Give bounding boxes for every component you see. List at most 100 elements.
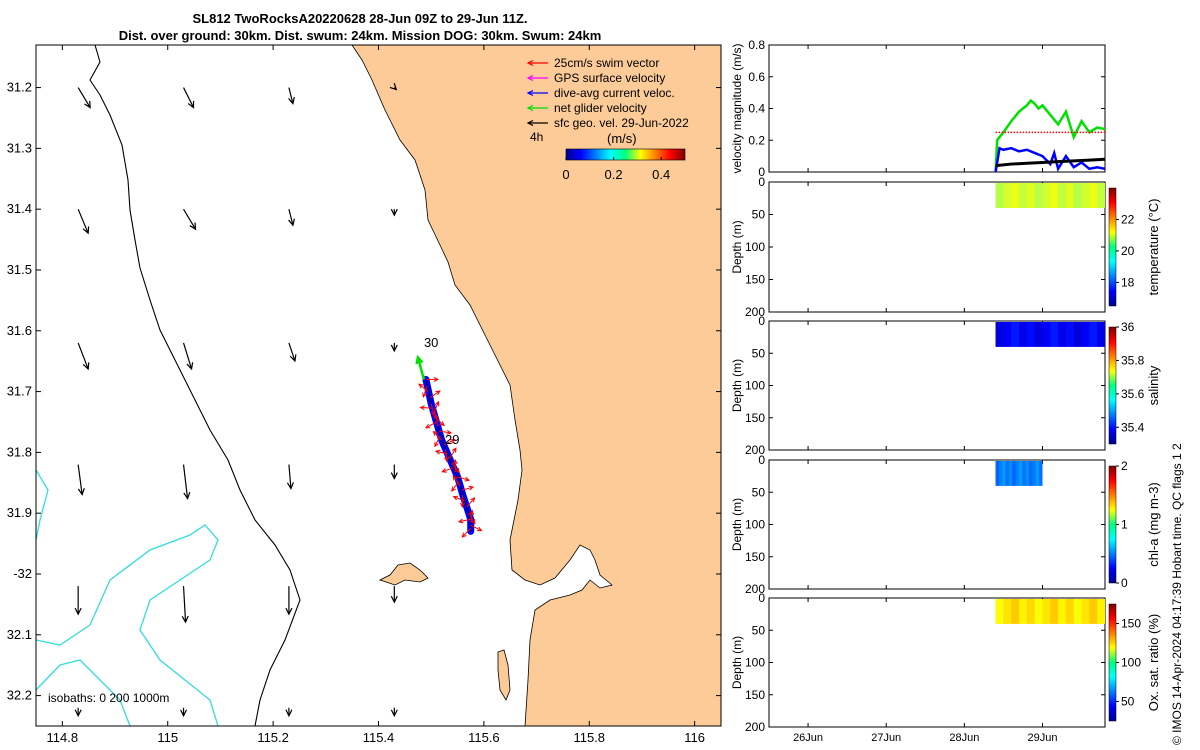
arrow-head bbox=[459, 502, 465, 509]
geo-vector bbox=[180, 707, 188, 718]
arrow-shaft bbox=[457, 476, 470, 481]
arrow-head bbox=[444, 456, 449, 463]
panel-colorbar-tick-label: 2 bbox=[1121, 459, 1128, 473]
swim-vector bbox=[418, 383, 429, 392]
profile-strip bbox=[1009, 461, 1013, 486]
arrow-shaft bbox=[430, 403, 435, 416]
panel-ytick-label: 200 bbox=[745, 305, 765, 319]
panel-frame bbox=[768, 459, 1106, 590]
swim-vector bbox=[470, 524, 483, 532]
profile-strip bbox=[995, 599, 1004, 624]
panel-ytick-label: 150 bbox=[745, 273, 765, 287]
profile-strip bbox=[1097, 322, 1105, 347]
speed-colorbar-tick-label: 0 bbox=[562, 167, 569, 182]
map-ytick-label: 31.4 bbox=[7, 201, 32, 216]
arrow-head bbox=[452, 495, 459, 501]
profile-strip bbox=[995, 183, 1004, 208]
profile-strip bbox=[1026, 183, 1035, 208]
panel-colorbar-tick-label: 50 bbox=[1121, 695, 1135, 709]
geo-vector bbox=[390, 586, 398, 604]
swim-vector bbox=[468, 512, 476, 525]
arrow-head bbox=[433, 413, 439, 420]
isobath-200m-c bbox=[36, 659, 131, 726]
arrow-shaft bbox=[77, 464, 83, 495]
panel-colorbar-tick-label: 35.4 bbox=[1121, 420, 1145, 434]
profile-strip bbox=[1029, 461, 1033, 486]
arrow-head bbox=[432, 430, 438, 436]
title-line-2: Dist. over ground: 30km. Dist. swum: 24k… bbox=[118, 28, 602, 43]
panel-2: 0 50 100 150 200 Depth (m) 18 20 22 temperature (… bbox=[730, 175, 1161, 319]
arrow-head bbox=[189, 222, 197, 231]
legend-arrow bbox=[526, 104, 548, 112]
panel-colorbar bbox=[1108, 465, 1117, 584]
profile-strip bbox=[1073, 322, 1082, 347]
arrow-shaft bbox=[449, 448, 457, 459]
panel-ylabel: Depth (m) bbox=[730, 359, 744, 412]
island-garden bbox=[497, 649, 511, 701]
isobath-1000m bbox=[89, 45, 301, 726]
legend-entry: net glider velocity bbox=[554, 101, 647, 115]
arrow-head bbox=[469, 509, 475, 515]
arrow-head bbox=[457, 518, 464, 524]
panel-ylabel: velocity magnitude (m/s) bbox=[730, 43, 744, 173]
legend-arrow bbox=[526, 74, 548, 82]
geo-vector bbox=[390, 464, 398, 480]
geo-velocity-vectors bbox=[74, 83, 398, 718]
arrow-shaft bbox=[288, 87, 294, 104]
arrow-shaft bbox=[183, 208, 197, 230]
panel-ytick-label: 0 bbox=[758, 591, 765, 605]
speed-colorbar-ticks: 0 0.2 0.4 bbox=[562, 157, 670, 182]
profile-strip bbox=[995, 322, 1004, 347]
panel-ytick-label: 0.4 bbox=[748, 102, 765, 116]
panel-ytick-label: 200 bbox=[745, 582, 765, 596]
profile-strip bbox=[1019, 599, 1027, 624]
arrow-head bbox=[82, 226, 90, 235]
arrow-head bbox=[418, 383, 424, 389]
profile-strip bbox=[1012, 461, 1016, 486]
panel-ytick-label: 100 bbox=[745, 240, 765, 254]
arrow-head bbox=[288, 218, 295, 227]
swim-vector bbox=[433, 413, 439, 427]
panel-ytick-label: 100 bbox=[745, 518, 765, 532]
speed-colorbar-tick-label: 0.4 bbox=[652, 167, 670, 182]
profile-strip bbox=[1032, 461, 1036, 486]
map-xtick-label: 114.8 bbox=[47, 730, 79, 745]
profile-strip bbox=[1097, 183, 1105, 208]
arrow-head bbox=[390, 709, 398, 718]
right-panels: 0 0.2 0.4 0.6 0.8 velocity magnitude (m/s) 0 50… bbox=[730, 38, 1161, 744]
panel-frame bbox=[768, 44, 1106, 173]
profile-strip bbox=[1081, 183, 1090, 208]
arrow-head bbox=[435, 390, 441, 396]
arrow-head bbox=[468, 485, 475, 491]
arrow-head bbox=[77, 488, 85, 496]
swim-vector bbox=[461, 485, 475, 491]
profile-strip bbox=[1065, 599, 1074, 624]
arrow-shaft bbox=[470, 510, 473, 523]
arrow-shaft bbox=[461, 528, 472, 538]
arrow-head bbox=[82, 362, 90, 371]
arrow-shaft bbox=[470, 524, 482, 532]
panel-colorbar-tick-label: 35.6 bbox=[1121, 387, 1145, 401]
geo-vector bbox=[288, 342, 297, 363]
legend-entry: sfc geo. vel. 29-Jun-2022 bbox=[554, 116, 689, 130]
arrow-head bbox=[526, 59, 534, 67]
profile-strip bbox=[1002, 461, 1006, 486]
arrow-head bbox=[288, 96, 295, 105]
geo-vector bbox=[389, 83, 398, 91]
legend-entry: 25cm/s swim vector bbox=[554, 56, 659, 70]
arrow-head bbox=[183, 492, 191, 500]
arrow-head bbox=[526, 119, 534, 127]
arrow-head bbox=[84, 100, 91, 109]
swim-vector bbox=[429, 390, 441, 399]
arrow-shaft bbox=[288, 209, 294, 226]
arrow-shaft bbox=[77, 208, 89, 234]
profile-strip bbox=[1019, 183, 1027, 208]
map-xtick-label: 115.8 bbox=[573, 730, 605, 745]
arrow-head bbox=[464, 476, 471, 482]
arrow-head bbox=[289, 354, 297, 363]
profile-strip bbox=[1019, 322, 1027, 347]
geo-vector bbox=[74, 586, 82, 616]
map-ytick-label: 31.5 bbox=[7, 262, 32, 277]
arrow-head bbox=[419, 405, 425, 411]
profile-strip bbox=[1011, 599, 1020, 624]
